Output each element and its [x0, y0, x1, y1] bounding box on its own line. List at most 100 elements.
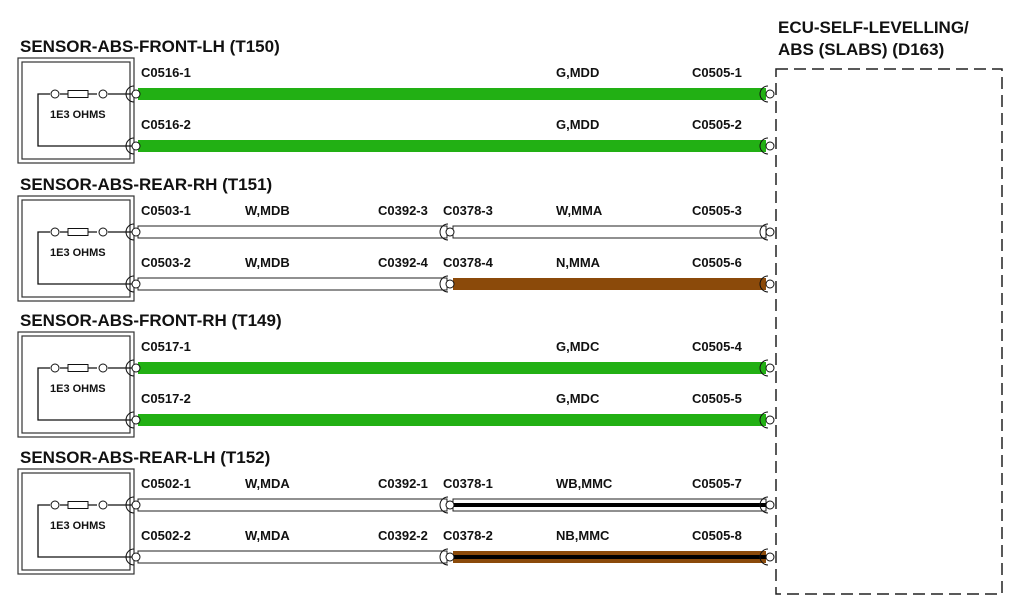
from-pin-label: C0502-2 — [141, 528, 191, 543]
connector-pin-icon — [125, 223, 141, 241]
connector-pin-icon — [439, 223, 455, 241]
ecu-dashed-outline — [775, 68, 1003, 595]
connector-pin-icon — [759, 85, 775, 103]
wire[interactable]: C0503-2 W,MDB C0392-4 C0378-4 N,MMA C0505-6 — [125, 255, 775, 293]
wire[interactable]: C0516-2 G,MDD C0505-2 — [125, 117, 775, 155]
connector-pin-icon — [759, 496, 775, 514]
connector-pin-icon — [125, 411, 141, 429]
connector-pin-icon — [125, 548, 141, 566]
sensor-box-outer — [17, 57, 135, 164]
connector-pin-icon — [759, 275, 775, 293]
splice-pin-a: C0392-2 — [378, 528, 428, 543]
wire-segment[interactable] — [138, 140, 766, 152]
sensor-box-outer — [17, 331, 135, 438]
from-pin-label: C0517-2 — [141, 391, 191, 406]
wire-segment[interactable] — [453, 278, 766, 290]
sensor-title: SENSOR-ABS-REAR-RH (T151) — [20, 175, 272, 194]
from-pin-label: C0503-1 — [141, 203, 191, 218]
from-pin-label: C0516-2 — [141, 117, 191, 132]
wire-segment[interactable] — [138, 414, 766, 426]
from-wire-code: W,MDB — [245, 255, 290, 270]
connector-pin-icon — [125, 496, 141, 514]
wire-stripe — [453, 503, 766, 507]
wire-code: W,MMA — [556, 203, 603, 218]
connector-pin-icon — [125, 275, 141, 293]
wire-segment[interactable] — [452, 225, 767, 239]
ecu-pin-label: C0505-5 — [692, 391, 742, 406]
splice-pin-b: C0378-3 — [443, 203, 493, 218]
splice-pin-a: C0392-3 — [378, 203, 428, 218]
connector-pin-icon — [759, 359, 775, 377]
resistor-value: 1E3 OHMS — [50, 247, 106, 259]
sensor-title: SENSOR-ABS-FRONT-RH (T149) — [20, 311, 282, 330]
connector-pin-icon — [439, 496, 455, 514]
connector-pin-icon — [759, 548, 775, 566]
connector-pin-icon — [125, 137, 141, 155]
from-wire-code: W,MDA — [245, 476, 290, 491]
resistor-symbol — [37, 227, 132, 285]
from-pin-label: C0502-1 — [141, 476, 191, 491]
splice-pin-a: C0392-1 — [378, 476, 428, 491]
ecu-pin-label: C0505-7 — [692, 476, 742, 491]
splice-pin-b: C0378-4 — [443, 255, 494, 270]
ecu-title-line1: ECU-SELF-LEVELLING/ — [778, 18, 969, 37]
sensor-title: SENSOR-ABS-FRONT-LH (T150) — [20, 37, 280, 56]
connector-pin-icon — [759, 411, 775, 429]
resistor-symbol — [37, 363, 132, 421]
wire-code: N,MMA — [556, 255, 601, 270]
resistor-symbol — [37, 500, 132, 558]
from-pin-label: C0516-1 — [141, 65, 191, 80]
wire-code: G,MDD — [556, 65, 599, 80]
wire[interactable]: C0502-2 W,MDA C0392-2 C0378-2 NB,MMC C0505-8 — [125, 528, 775, 566]
sensor-box-inner — [21, 335, 131, 434]
ecu-pin-label: C0505-4 — [692, 339, 743, 354]
wire-segment[interactable] — [137, 225, 448, 239]
wire-code: NB,MMC — [556, 528, 610, 543]
wire-code: G,MDC — [556, 339, 600, 354]
wire-code: WB,MMC — [556, 476, 613, 491]
ecu-pin-label: C0505-8 — [692, 528, 742, 543]
ecu-title-line2: ABS (SLABS) (D163) — [778, 40, 944, 59]
sensor-section: SENSOR-ABS-FRONT-LH (T150) 1E3 OHMS C0516-… — [17, 37, 775, 164]
ecu-pin-label: C0505-1 — [692, 65, 742, 80]
from-wire-code: W,MDB — [245, 203, 290, 218]
resistor-value: 1E3 OHMS — [50, 520, 106, 532]
wire-segment[interactable] — [137, 498, 448, 512]
splice-pin-b: C0378-2 — [443, 528, 493, 543]
from-pin-label: C0503-2 — [141, 255, 191, 270]
resistor-symbol — [37, 89, 132, 147]
sensor-box-inner — [21, 472, 131, 571]
wire[interactable]: C0517-2 G,MDC C0505-5 — [125, 391, 775, 429]
splice-pin-b: C0378-1 — [443, 476, 493, 491]
wire[interactable]: C0516-1 G,MDD C0505-1 — [125, 65, 775, 103]
wire-code: G,MDD — [556, 117, 599, 132]
splice-pin-a: C0392-4 — [378, 255, 429, 270]
ecu-pin-label: C0505-6 — [692, 255, 742, 270]
wire-segment[interactable] — [138, 88, 766, 100]
from-wire-code: W,MDA — [245, 528, 290, 543]
from-pin-label: C0517-1 — [141, 339, 191, 354]
sensor-section: SENSOR-ABS-FRONT-RH (T149) 1E3 OHMS C0517-… — [17, 311, 775, 438]
sensor-section: SENSOR-ABS-REAR-LH (T152) 1E3 OHMS C0502-1… — [17, 448, 775, 575]
wire-stripe — [453, 555, 766, 559]
ecu-pin-label: C0505-2 — [692, 117, 742, 132]
wire-segment[interactable] — [137, 550, 448, 564]
sensor-box-outer — [17, 195, 135, 302]
resistor-value: 1E3 OHMS — [50, 109, 106, 121]
wire[interactable]: C0502-1 W,MDA C0392-1 C0378-1 WB,MMC C0505-7 — [125, 476, 775, 514]
connector-pin-icon — [125, 85, 141, 103]
sensor-title: SENSOR-ABS-REAR-LH (T152) — [20, 448, 270, 467]
connector-pin-icon — [759, 137, 775, 155]
connector-pin-icon — [759, 223, 775, 241]
wire[interactable]: C0517-1 G,MDC C0505-4 — [125, 339, 775, 377]
connector-pin-icon — [439, 275, 455, 293]
connector-pin-icon — [439, 548, 455, 566]
sensor-box-inner — [21, 61, 131, 160]
wire[interactable]: C0503-1 W,MDB C0392-3 C0378-3 W,MMA C0505-3 — [125, 203, 775, 241]
sensor-box-inner — [21, 199, 131, 298]
ecu-module: ECU-SELF-LEVELLING/ ABS (SLABS) (D163) — [775, 18, 1003, 595]
wire-segment[interactable] — [138, 362, 766, 374]
ecu-pin-label: C0505-3 — [692, 203, 742, 218]
wire-segment[interactable] — [137, 277, 448, 291]
